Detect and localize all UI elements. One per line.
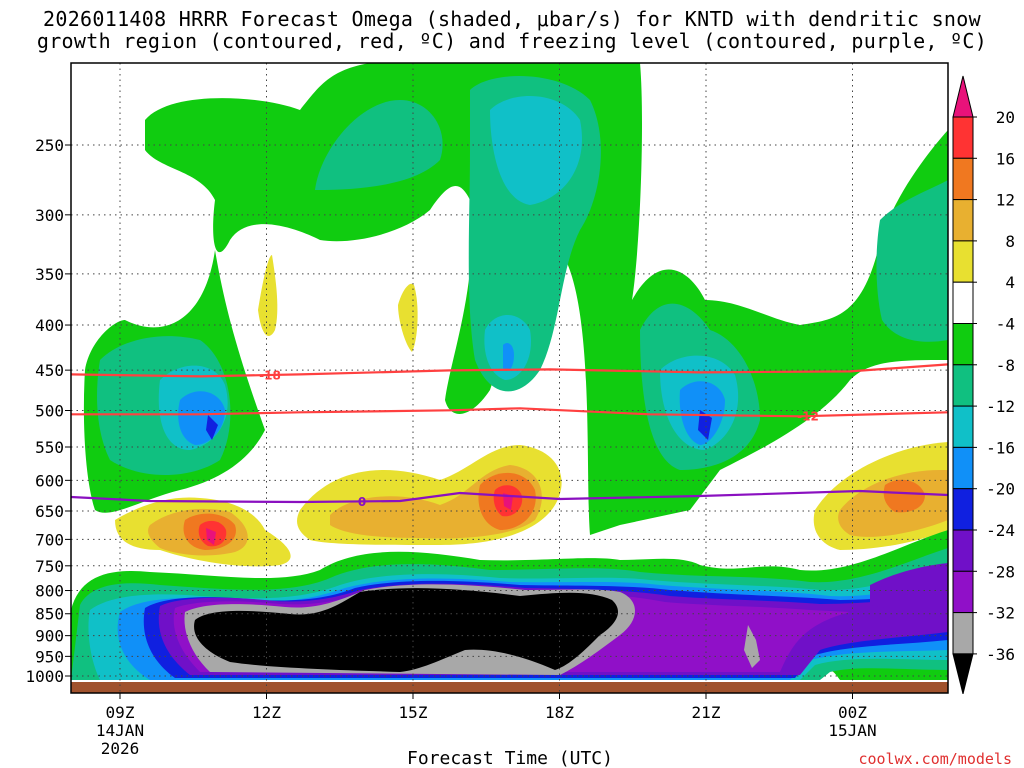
contour-line [71,407,949,418]
colorbar-label: -12 [986,397,1015,416]
contour-label: 0 [358,495,366,509]
x-tick-label: 14JAN [96,721,144,740]
colorbar-band [952,323,974,366]
y-tick-label: 250 [35,136,64,155]
colorbar-label: 8 [1005,232,1015,251]
y-tick-label: 550 [35,438,64,457]
colorbar-label: 16 [996,149,1015,168]
y-tick-label: 700 [35,530,64,549]
region-yellow-1 [258,255,278,336]
region-darkblue-1 [206,415,218,440]
x-axis-label: Forecast Time (UTC) [407,748,613,768]
colorbar-label: -8 [996,356,1015,375]
region-darkblue-2 [698,410,712,440]
contour-line [70,489,949,504]
colorbar-band [952,199,974,242]
colorbar-band [952,157,974,201]
y-tick-label: 750 [35,557,64,576]
y-tick-label: 650 [35,502,64,521]
colorbar-label: -16 [986,438,1015,457]
region-cyan-1 [490,96,582,205]
chart-title: 2026011408 HRRR Forecast Omega (shaded, … [0,8,1024,52]
colorbar-band [952,364,974,407]
x-tick-label: 00Z [838,703,867,722]
credit-text: coolwx.com/models [858,750,1012,768]
y-tick-label: 300 [35,206,64,225]
contour-line [70,363,949,378]
contour-lines: -18 -12 0 [70,363,949,509]
y-tick-label: 350 [35,265,64,284]
y-tick-label: 500 [35,402,64,421]
region-orange-3 [883,479,925,513]
title-line-2: growth region (contoured, red, ºC) and f… [36,29,988,53]
y-tick-label: 900 [35,627,64,646]
colorbar-label: -36 [986,645,1015,664]
colorbar-band [952,281,974,325]
region-magenta-1 [206,528,216,545]
y-tick-label: 600 [35,471,64,490]
x-tick-label: 18Z [545,703,574,722]
x-tick-label: 12Z [252,703,281,722]
gridlines [71,63,948,693]
y-tick-label: 1000 [25,667,64,686]
colorbar-label: -24 [986,521,1015,540]
x-tick-label: 15JAN [828,721,876,740]
colorbar-band [952,570,974,614]
y-tick-label: 450 [35,361,64,380]
colorbar-band [952,446,974,490]
y-tick-label: 950 [35,647,64,666]
ground-bar [71,682,948,693]
y-tick-label: 850 [35,605,64,624]
region-purple-upper [870,563,948,609]
region-teal-1 [315,100,443,190]
title-line-1: 2026011408 HRRR Forecast Omega (shaded, … [43,7,981,31]
x-tick-label: 21Z [692,703,721,722]
colorbar-bottom-arrow [952,653,974,695]
colorbar-band [952,116,974,159]
colorbar-label: 4 [1005,273,1015,292]
colorbar-band [952,405,974,448]
colorbar-band [952,612,974,655]
plot-frame [70,62,949,694]
x-tick-label: 2026 [101,739,140,758]
colorbar: 20 16 12 8 4 -4 -8 -12 -16 -20 -24 -28 -32 -36 [952,75,1015,695]
colorbar-label: -28 [986,562,1015,581]
contour-label: -12 [797,410,819,424]
y-tick-label: 800 [35,582,64,601]
region-yellow-2 [398,283,418,352]
colorbar-label: 20 [996,108,1015,127]
region-teal-4 [876,180,948,342]
x-tick-label: 09Z [106,703,135,722]
colorbar-band [952,529,974,572]
colorbar-label: -32 [986,604,1015,623]
x-tick-label: 15Z [399,703,428,722]
colorbar-label: -20 [986,480,1015,499]
y-axis: 250 300 350 400 450 500 550 600 650 700 750 800 850 9… [25,136,71,686]
region-blue-3 [503,343,514,371]
colorbar-top-arrow [952,75,974,118]
colorbar-label: -4 [996,315,1015,334]
omega-shading [71,63,948,680]
colorbar-band [952,240,974,283]
region-black-core [194,588,619,672]
colorbar-band [952,488,974,531]
y-tick-label: 400 [35,316,64,335]
colorbar-label: 12 [996,191,1015,210]
region-magenta-2 [503,493,513,510]
contour-label: -18 [259,368,281,382]
